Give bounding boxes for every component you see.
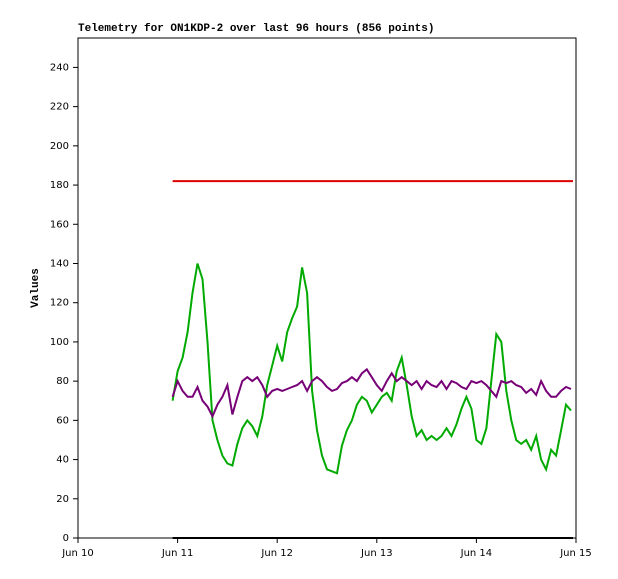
y-tick-label: 0: [63, 533, 69, 544]
x-tick-label: Jun 14: [460, 548, 493, 559]
x-tick-label: Jun 10: [61, 548, 94, 559]
x-tick-label: Jun 11: [161, 548, 194, 559]
y-tick-label: 80: [56, 376, 69, 387]
y-tick-label: 100: [50, 337, 69, 348]
y-axis-label: Values: [30, 268, 42, 308]
series-line: [171, 367, 572, 419]
y-tick-label: 200: [50, 141, 69, 152]
y-tick-label: 20: [56, 494, 69, 505]
y-tick-label: 140: [50, 258, 69, 269]
x-tick-label: Jun 12: [260, 548, 293, 559]
y-tick-label: 160: [50, 219, 69, 230]
y-tick-label: 40: [56, 455, 69, 466]
plot-frame: [77, 37, 577, 539]
series-line: [171, 263, 572, 475]
y-tick-label: 220: [50, 102, 69, 113]
x-tick-label: Jun 15: [559, 548, 592, 559]
y-tick-label: 120: [50, 298, 69, 309]
y-tick-label: 240: [50, 62, 69, 73]
x-tick-label: Jun 13: [360, 548, 393, 559]
y-tick-label: 180: [50, 180, 69, 191]
chart-title: Telemetry for ON1KDP-2 over last 96 hour…: [78, 23, 434, 35]
y-tick-label: 60: [56, 415, 69, 426]
